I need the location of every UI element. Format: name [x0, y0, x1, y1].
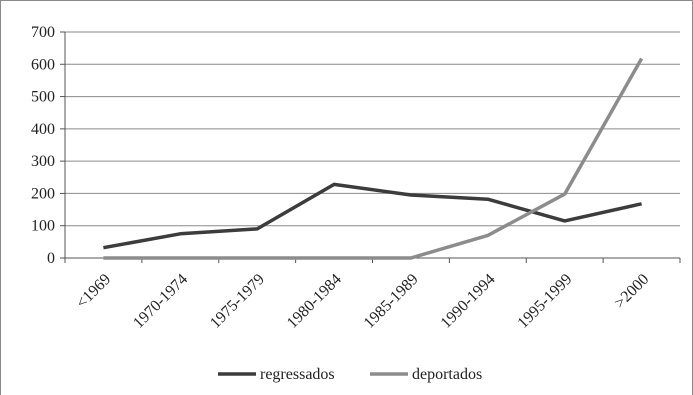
- legend: regressados deportados: [218, 366, 482, 383]
- y-tick-label: 500: [31, 89, 55, 106]
- x-tick-label: 1970-1974: [130, 271, 191, 332]
- x-tick-label: <1969: [73, 271, 114, 312]
- x-tick-label: 1985-1989: [361, 271, 422, 332]
- y-tick-label: 0: [47, 250, 55, 267]
- y-tick-label: 300: [31, 153, 55, 170]
- series-line-deportados: [103, 57, 644, 260]
- grid-lines: [60, 31, 681, 263]
- x-tick-label: >2000: [611, 271, 652, 312]
- x-axis-ticks: <1969 1970-1974 1975-1979 1980-1984 1985-198…: [73, 271, 652, 332]
- x-tick-label: 1995-1999: [514, 271, 575, 332]
- legend-label-regressados: regressados: [260, 366, 335, 383]
- y-tick-label: 200: [31, 185, 55, 202]
- y-tick-label: 100: [31, 218, 55, 235]
- y-tick-label: 700: [31, 24, 55, 41]
- x-tick-label: 1990-1994: [438, 271, 499, 332]
- x-tick-label: 1975-1979: [207, 271, 268, 332]
- series-lines: [103, 57, 644, 260]
- series-line-regressados: [103, 182, 642, 250]
- y-tick-label: 600: [31, 56, 55, 73]
- x-tick-label: 1980-1984: [284, 271, 345, 332]
- y-axis-ticks: 0 100 200 300 400 500 600 700: [31, 24, 55, 267]
- legend-label-deportados: deportados: [412, 366, 482, 383]
- y-tick-label: 400: [31, 121, 55, 138]
